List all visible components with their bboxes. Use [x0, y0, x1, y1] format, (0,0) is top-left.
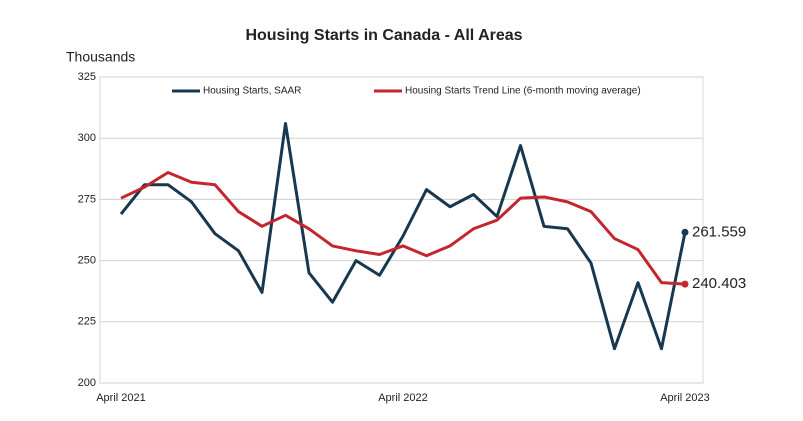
legend-label: Housing Starts, SAAR — [203, 86, 301, 97]
x-tick-label: April 2023 — [660, 392, 710, 404]
legend-label: Housing Starts Trend Line (6-month movin… — [405, 86, 641, 97]
chart-title: Housing Starts in Canada - All Areas — [245, 27, 522, 44]
end-marker — [681, 280, 689, 288]
line-series — [119, 122, 687, 351]
data-label: 240.403 — [692, 275, 746, 292]
x-tick-label: April 2021 — [96, 392, 146, 404]
y-tick-label: 225 — [78, 316, 96, 328]
data-label: 261.559 — [692, 223, 746, 240]
x-tick-label: April 2022 — [378, 392, 428, 404]
y-axis-label: Thousands — [66, 49, 135, 65]
line-series — [120, 170, 686, 286]
y-tick-label: 300 — [78, 132, 96, 144]
y-tick-label: 275 — [78, 193, 96, 205]
end-marker — [681, 228, 689, 236]
y-tick-label: 325 — [78, 71, 96, 83]
y-tick-label: 200 — [78, 377, 96, 389]
y-tick-label: 250 — [78, 255, 96, 267]
